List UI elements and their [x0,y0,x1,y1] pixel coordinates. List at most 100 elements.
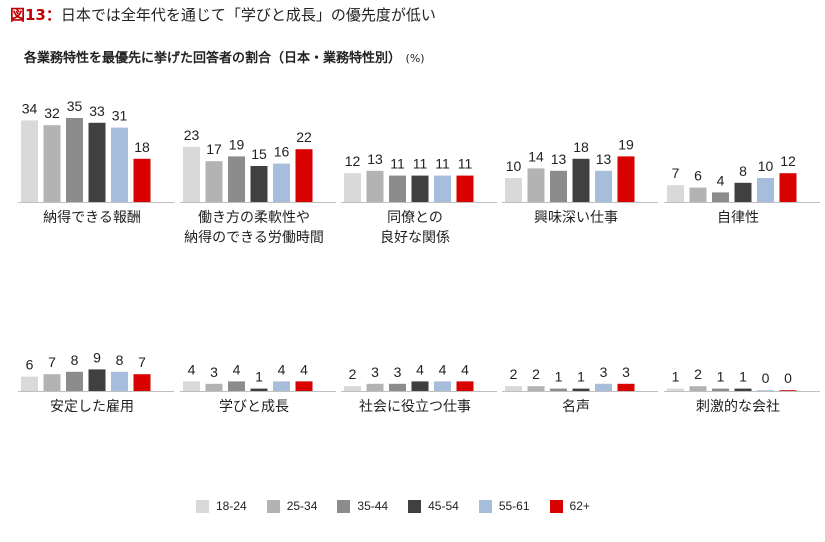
bar [434,381,451,391]
data-label: 6 [694,168,702,184]
bar [434,175,451,202]
data-label: 33 [89,103,105,119]
bar [66,118,83,202]
bar [617,156,635,202]
data-label: 4 [439,361,447,377]
legend-label: 55-61 [498,499,530,513]
data-label: 14 [528,148,544,164]
data-label: 11 [390,156,405,172]
bar [757,178,774,202]
bar [667,388,684,391]
bar [550,388,567,391]
category-label: 同僚との [387,210,443,226]
legend-label: 18-24 [216,499,247,513]
bar [617,383,635,391]
data-label: 11 [458,156,473,172]
data-label: 13 [367,151,383,167]
bar [21,120,38,202]
data-label: 3 [394,364,402,380]
data-label: 23 [184,127,200,143]
category-label: 良好な関係 [380,230,450,246]
data-label: 0 [784,370,792,386]
figure-title: 図13：日本では全年代を通じて「学びと成長」の優先度が低い [10,4,436,25]
bar [111,127,128,202]
legend-swatch [266,499,280,513]
bar [734,388,752,391]
bar [779,390,797,391]
legend-item: 62+ [549,499,590,513]
data-label: 2 [532,366,540,382]
bar [250,388,268,391]
bar [757,390,774,391]
category-label: 納得のできる労働時間 [184,229,324,246]
bar [205,383,223,391]
bar [667,185,684,202]
legend-swatch [478,499,492,513]
bar [66,371,83,391]
bar [456,175,474,202]
data-label: 1 [555,369,563,385]
data-label: 1 [672,369,680,385]
data-label: 7 [672,165,680,181]
bar [366,383,384,391]
category-label: 納得できる報酬 [43,209,141,226]
bar [505,386,522,391]
bar [273,381,290,391]
data-label: 35 [67,98,83,114]
data-label: 3 [622,364,630,380]
legend-swatch [337,499,351,513]
data-label: 7 [48,354,56,370]
bar [228,156,245,202]
bar [734,182,752,202]
bar [43,374,61,391]
category-label: 興味深い仕事 [534,210,618,226]
category-label: 働き方の柔軟性や [198,210,310,226]
category-label: 社会に役立つ仕事 [359,399,471,415]
data-label: 12 [780,153,796,169]
data-label: 4 [233,361,241,377]
bar [183,381,200,391]
data-label: 4 [188,361,196,377]
data-label: 8 [116,352,124,368]
data-label: 1 [717,369,725,385]
legend-swatch [196,499,209,513]
bar [689,187,707,202]
bar [595,383,612,391]
bar [183,146,200,202]
legend-label: 35-44 [357,499,389,513]
data-label: 3 [600,364,608,380]
data-label: 2 [349,366,357,382]
data-label: 12 [345,153,361,169]
data-label: 18 [134,139,150,155]
bar [779,173,797,202]
data-label: 10 [506,158,522,174]
data-label: 1 [255,369,263,385]
data-label: 6 [26,357,34,373]
bar [295,381,313,391]
legend-swatch [408,499,422,513]
bar [595,170,612,202]
data-label: 3 [371,364,379,380]
bar [572,158,590,202]
figure-title-text: 日本では全年代を通じて「学びと成長」の優先度が低い [60,6,436,24]
bar [88,122,106,202]
bar [133,158,151,202]
bar [228,381,245,391]
category-label: 刺激的な会社 [696,398,780,415]
data-label: 31 [112,108,128,124]
bar [273,163,290,202]
bar [43,125,61,202]
bar [572,388,590,391]
data-label: 16 [274,144,290,160]
bar [389,383,406,391]
data-label: 19 [229,136,245,152]
data-label: 15 [251,146,267,162]
bar [88,369,106,391]
bar [527,386,545,391]
bar [712,192,729,202]
bar [250,166,268,202]
bar [456,381,474,391]
bar [295,149,313,202]
data-label: 8 [739,163,747,179]
data-label: 4 [278,361,286,377]
